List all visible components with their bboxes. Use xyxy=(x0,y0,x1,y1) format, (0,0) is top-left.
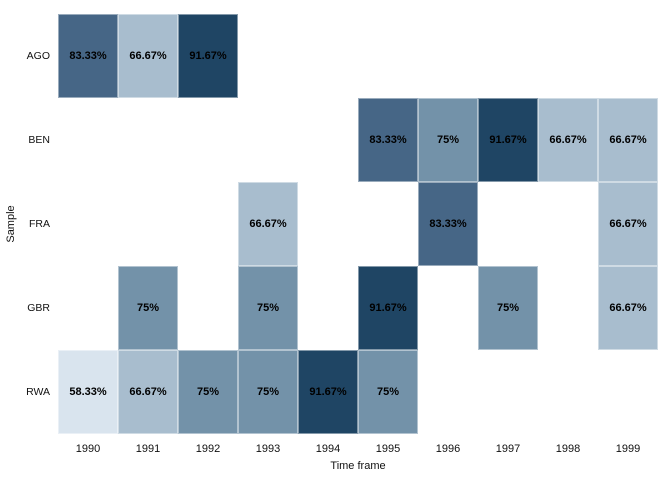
x-tick-label-1996: 1996 xyxy=(435,443,461,455)
x-tick-label-1994: 1994 xyxy=(315,443,341,455)
heatmap-cell-BEN-1999: 66.67% xyxy=(598,98,658,182)
cell-value-label: 75% xyxy=(136,302,160,314)
heatmap-cell-GBR-1997: 75% xyxy=(478,266,538,350)
heatmap-cell-BEN-1995: 83.33% xyxy=(358,98,418,182)
x-axis-title: Time frame xyxy=(330,460,386,472)
x-tick-label-1999: 1999 xyxy=(615,443,641,455)
heatmap-cell-GBR-1999: 66.67% xyxy=(598,266,658,350)
y-tick-label-RWA: RWA xyxy=(26,386,50,398)
heatmap-cell-FRA-1999: 66.67% xyxy=(598,182,658,266)
x-tick-label-1998: 1998 xyxy=(555,443,581,455)
heatmap-cell-RWA-1994: 91.67% xyxy=(298,350,358,434)
y-tick-label-BEN: BEN xyxy=(28,134,50,146)
cell-value-label: 75% xyxy=(436,134,460,146)
heatmap-cell-AGO-1992: 91.67% xyxy=(178,14,238,98)
heatmap-cell-FRA-1996: 83.33% xyxy=(418,182,478,266)
cell-value-label: 91.67% xyxy=(189,50,227,62)
x-tick-label-1993: 1993 xyxy=(255,443,281,455)
heatmap-cell-BEN-1998: 66.67% xyxy=(538,98,598,182)
cell-value-label: 91.67% xyxy=(489,134,527,146)
cell-value-label: 66.67% xyxy=(609,134,647,146)
heatmap-cell-AGO-1990: 83.33% xyxy=(58,14,118,98)
cell-value-label: 75% xyxy=(496,302,520,314)
cell-value-label: 66.67% xyxy=(129,50,167,62)
y-axis-title: Sample xyxy=(5,205,17,243)
x-tick-label-1991: 1991 xyxy=(135,443,161,455)
cell-value-label: 75% xyxy=(256,302,280,314)
heatmap-cell-FRA-1993: 66.67% xyxy=(238,182,298,266)
x-tick-label-1997: 1997 xyxy=(495,443,521,455)
cell-value-label: 75% xyxy=(256,386,280,398)
heatmap-cell-BEN-1996: 75% xyxy=(418,98,478,182)
heatmap-cell-RWA-1991: 66.67% xyxy=(118,350,178,434)
cell-value-label: 75% xyxy=(376,386,400,398)
x-tick-label-1992: 1992 xyxy=(195,443,221,455)
cell-value-label: 91.67% xyxy=(309,386,347,398)
cell-value-label: 66.67% xyxy=(549,134,587,146)
heatmap-cell-RWA-1990: 58.33% xyxy=(58,350,118,434)
cell-value-label: 83.33% xyxy=(369,134,407,146)
heatmap-cell-BEN-1997: 91.67% xyxy=(478,98,538,182)
y-tick-label-FRA: FRA xyxy=(29,218,50,230)
x-tick-label-1995: 1995 xyxy=(375,443,401,455)
y-tick-label-GBR: GBR xyxy=(27,302,50,314)
cell-value-label: 66.67% xyxy=(249,218,287,230)
heatmap-cell-RWA-1995: 75% xyxy=(358,350,418,434)
cell-value-label: 91.67% xyxy=(369,302,407,314)
cell-value-label: 66.67% xyxy=(609,218,647,230)
cell-value-label: 83.33% xyxy=(429,218,467,230)
cell-value-label: 83.33% xyxy=(69,50,107,62)
heatmap-cell-GBR-1991: 75% xyxy=(118,266,178,350)
y-tick-label-AGO: AGO xyxy=(26,50,50,62)
cell-value-label: 58.33% xyxy=(69,386,107,398)
cell-value-label: 66.67% xyxy=(609,302,647,314)
cell-value-label: 66.67% xyxy=(129,386,167,398)
x-tick-label-1990: 1990 xyxy=(75,443,101,455)
heatmap-cell-RWA-1992: 75% xyxy=(178,350,238,434)
cell-value-label: 75% xyxy=(196,386,220,398)
heatmap-cell-GBR-1993: 75% xyxy=(238,266,298,350)
heatmap-cell-RWA-1993: 75% xyxy=(238,350,298,434)
heatmap-cell-AGO-1991: 66.67% xyxy=(118,14,178,98)
heatmap-cell-GBR-1995: 91.67% xyxy=(358,266,418,350)
